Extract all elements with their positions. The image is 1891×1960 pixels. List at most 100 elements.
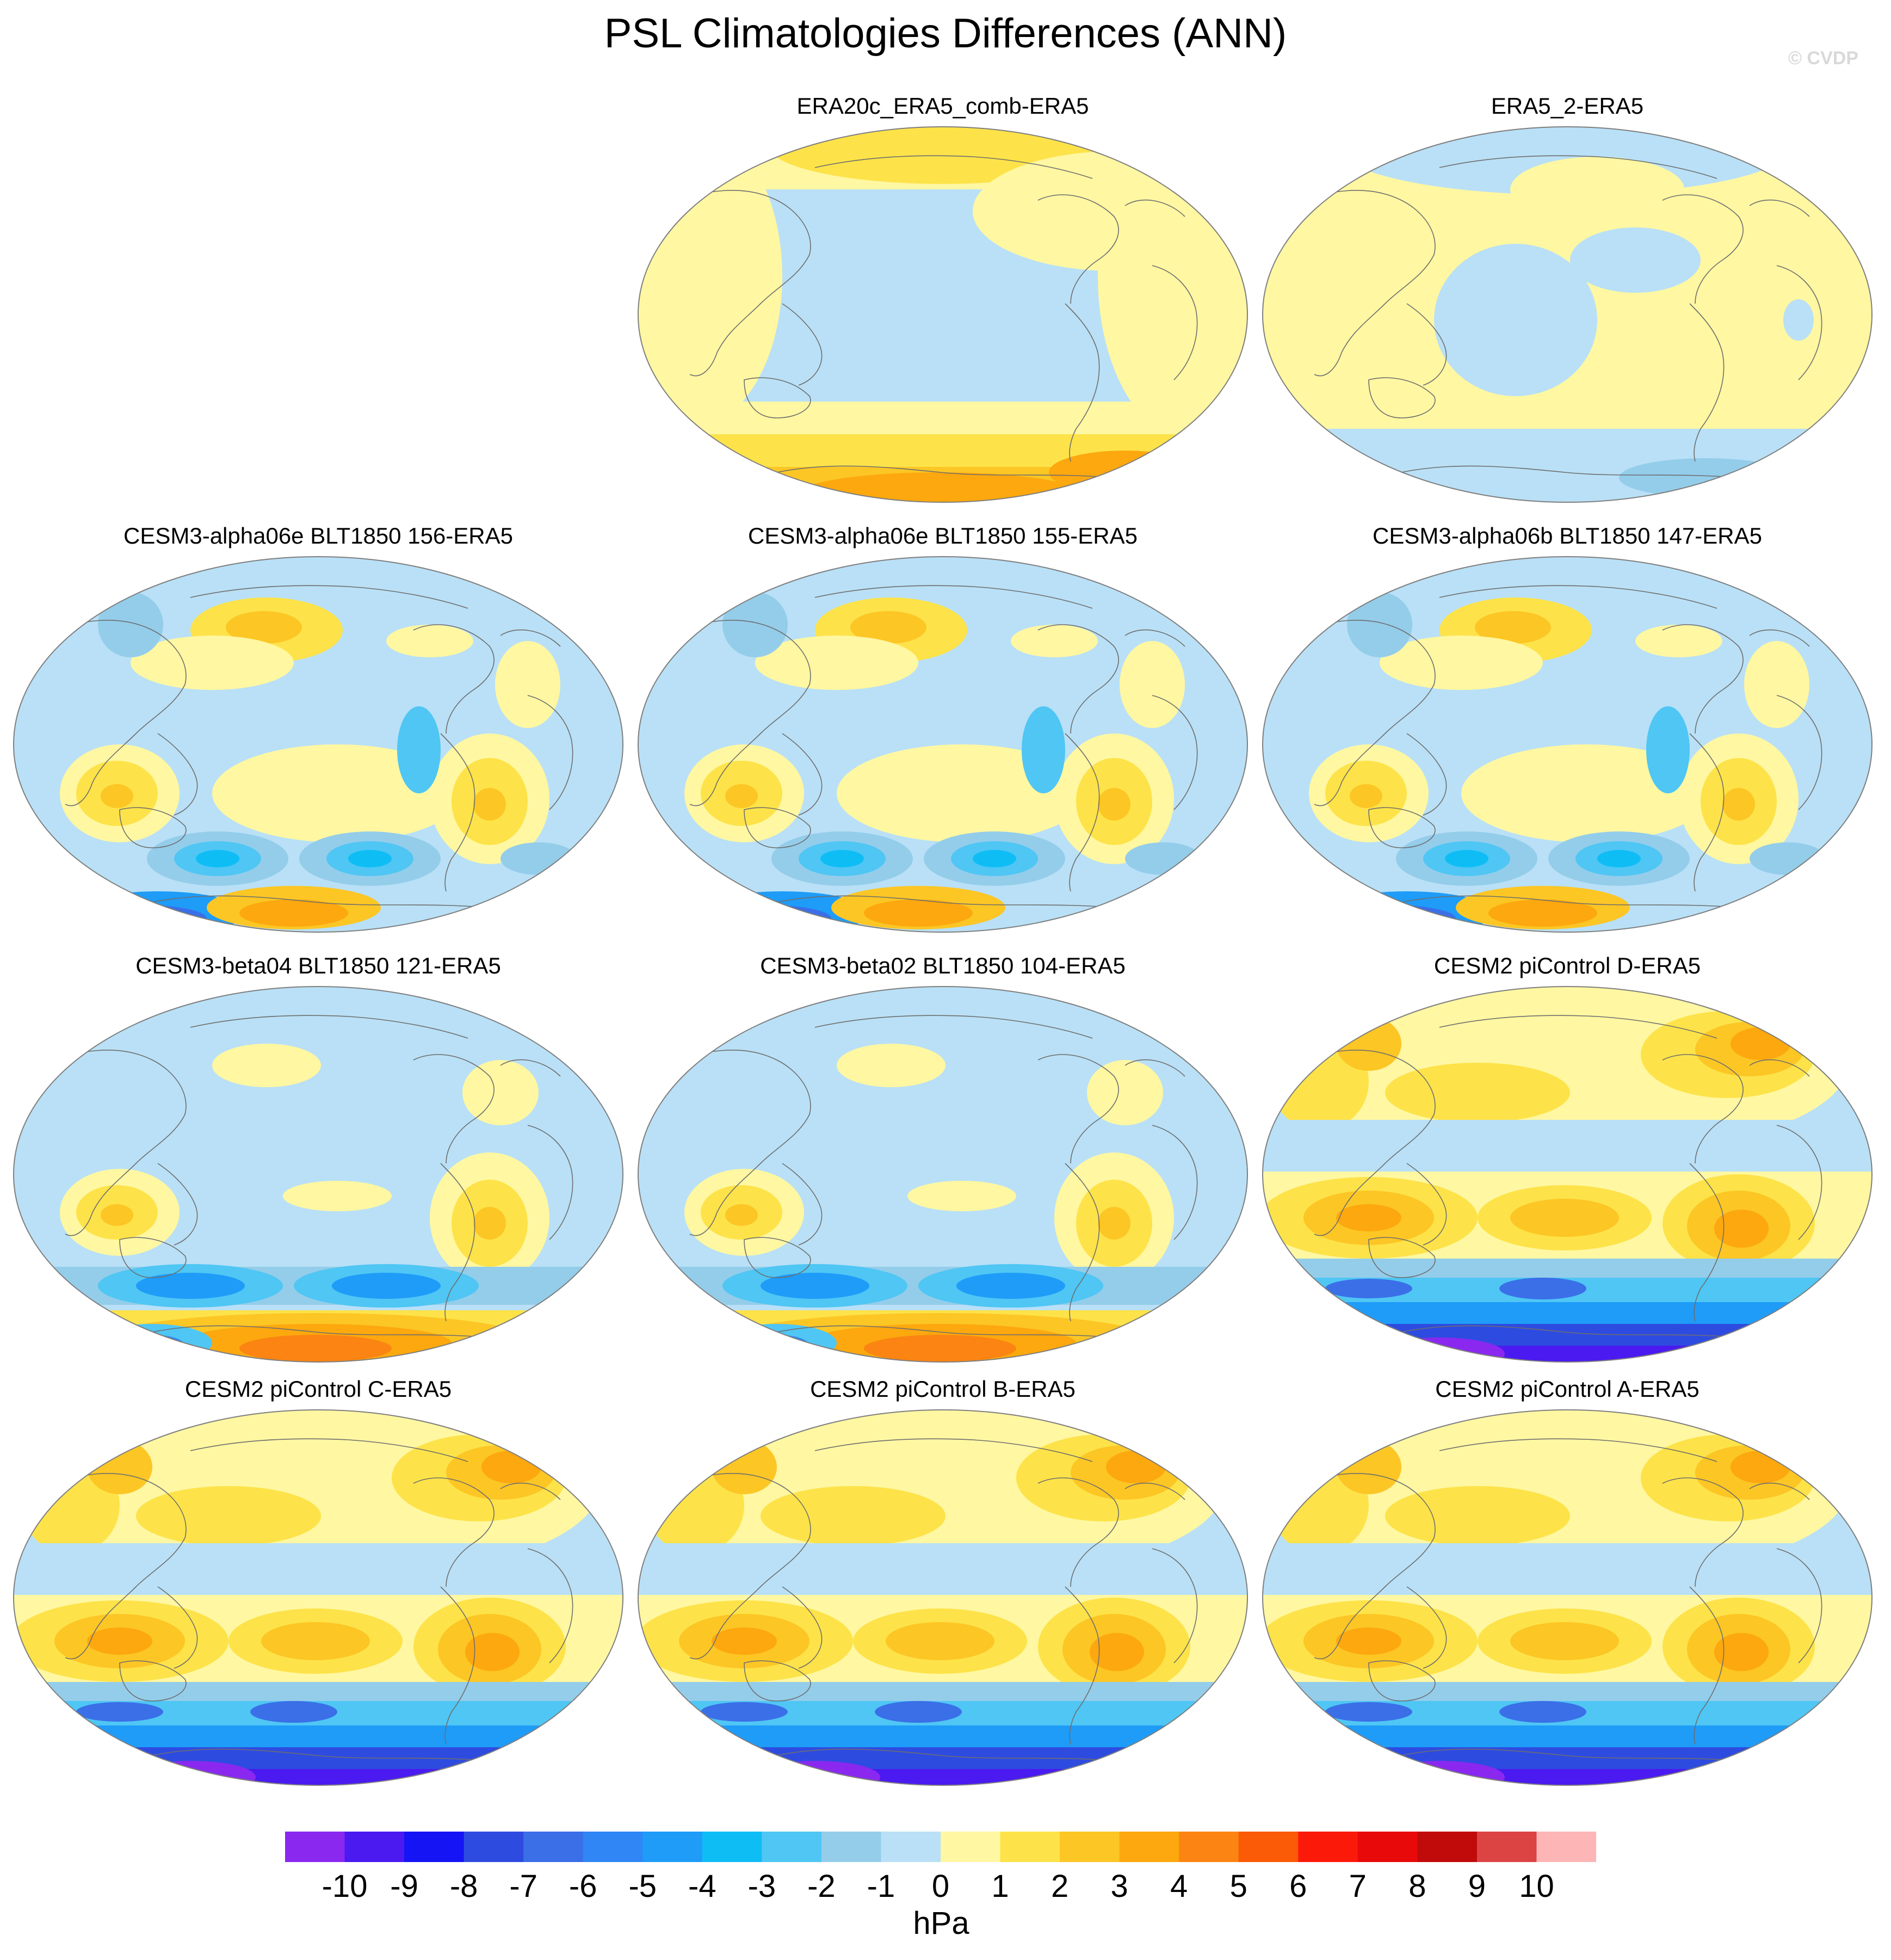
- coastline: [500, 1059, 561, 1077]
- colorbar-swatch: [1417, 1832, 1478, 1862]
- coastline: [1662, 624, 1744, 734]
- coastline: [1152, 1125, 1198, 1240]
- contour-region: [473, 788, 506, 821]
- contour-region: [1336, 1204, 1401, 1231]
- robinson-map: [638, 986, 1248, 1363]
- psl-difference-field: [1263, 1410, 1872, 1785]
- colorbar-swatch: [881, 1832, 941, 1862]
- contour-region: [725, 1204, 758, 1226]
- map-panel: CESM3-alpha06b BLT1850 147-ERA5: [1260, 522, 1875, 935]
- coastline: [413, 1054, 495, 1164]
- contour-region: [473, 1207, 506, 1240]
- coastline: [43, 1050, 187, 1236]
- contour-region: [1499, 1701, 1586, 1723]
- colorbar-tick-label: 3: [1110, 1869, 1128, 1904]
- colorbar-tick-label: 8: [1408, 1869, 1426, 1904]
- coastline: [119, 1237, 187, 1278]
- coastline: [782, 733, 823, 816]
- coastline: [1368, 1660, 1436, 1702]
- colorbar-tick-label: 7: [1349, 1869, 1367, 1904]
- coastline: [527, 1548, 573, 1663]
- contour-region: [761, 1486, 946, 1546]
- colorbar-swatch: [1536, 1832, 1596, 1862]
- colorbar-swatch: [1000, 1832, 1060, 1862]
- colorbar-swatch: [464, 1832, 524, 1862]
- coastline: [1401, 895, 1739, 908]
- coastline: [1749, 1059, 1810, 1077]
- coastline: [814, 155, 1093, 179]
- coastline: [152, 1325, 490, 1338]
- coastline: [1776, 695, 1822, 810]
- coastline: [1152, 1548, 1198, 1663]
- coastline: [1065, 1163, 1100, 1322]
- contour-region: [1722, 788, 1755, 821]
- colorbar-swatch: [1179, 1832, 1239, 1862]
- robinson-map: [13, 1409, 623, 1786]
- coastline: [1368, 377, 1436, 418]
- coastline: [500, 1482, 561, 1500]
- coastline: [1124, 1482, 1185, 1500]
- colorbar-tick-label: -1: [867, 1869, 895, 1904]
- coastline: [1406, 1586, 1447, 1669]
- coastline: [1406, 733, 1447, 816]
- psl-difference-field: [638, 987, 1247, 1362]
- coastline: [119, 1660, 187, 1702]
- contour-region: [1619, 458, 1793, 497]
- psl-difference-field: [14, 557, 623, 932]
- contour-region: [1087, 1060, 1163, 1125]
- coastline: [1124, 199, 1185, 217]
- contour-region: [239, 1335, 392, 1362]
- contour-region: [481, 1451, 541, 1483]
- contour-region: [76, 1702, 163, 1722]
- map-border: [638, 986, 1248, 1363]
- contour-region: [1783, 299, 1814, 341]
- coastline: [157, 733, 198, 816]
- coastline: [119, 807, 187, 848]
- coastline: [1065, 303, 1100, 462]
- coastline: [1037, 1477, 1119, 1587]
- map-border: [638, 126, 1248, 503]
- contour-region: [1731, 1027, 1790, 1060]
- contour-region: [92, 1324, 212, 1362]
- coastline: [1749, 629, 1810, 647]
- coastline: [1689, 733, 1725, 892]
- contour-region: [239, 899, 348, 927]
- coastline: [1439, 1015, 1717, 1039]
- coastline: [1401, 1325, 1739, 1338]
- colorbar-swatch: [1476, 1832, 1537, 1862]
- contour-region: [332, 1273, 441, 1299]
- contour-region: [500, 842, 577, 875]
- contour-region: [850, 611, 926, 644]
- colorbar-swatch: [762, 1832, 822, 1862]
- map-panel: CESM2 piControl D-ERA5: [1260, 952, 1875, 1365]
- coastline: [668, 620, 811, 806]
- coastline: [157, 1586, 198, 1669]
- coastline: [1065, 1586, 1100, 1745]
- coastline: [744, 807, 811, 848]
- coastline: [1689, 303, 1725, 462]
- map-panel: CESM2 piControl B-ERA5: [635, 1376, 1250, 1788]
- coastline: [413, 624, 495, 734]
- contour-region: [761, 1273, 869, 1299]
- contour-region: [136, 1486, 321, 1546]
- coastline: [43, 620, 187, 806]
- map-panel: ERA5_2-ERA5: [1260, 93, 1875, 505]
- panel-title: CESM3-beta02 BLT1850 104-ERA5: [760, 953, 1126, 978]
- coastline: [1292, 190, 1436, 377]
- contour-region: [1336, 1016, 1401, 1071]
- contour-region: [1098, 788, 1130, 821]
- contour-region: [1434, 244, 1597, 396]
- colorbar-swatch: [1238, 1832, 1299, 1862]
- panel-title: ERA5_2-ERA5: [1491, 93, 1644, 119]
- colorbar-swatch: [344, 1832, 405, 1862]
- colorbar-swatch: [702, 1832, 762, 1862]
- contour-region: [1570, 227, 1701, 293]
- contour-region: [1646, 706, 1690, 793]
- colorbar-tick-label: -5: [628, 1869, 657, 1904]
- map-border: [13, 1409, 623, 1786]
- colorbar-tick-label: 9: [1468, 1869, 1486, 1904]
- watermark: © CVDP: [1788, 48, 1858, 69]
- map-border: [1262, 1409, 1873, 1786]
- map-border: [1262, 556, 1873, 933]
- panel-title: CESM2 piControl B-ERA5: [810, 1376, 1076, 1402]
